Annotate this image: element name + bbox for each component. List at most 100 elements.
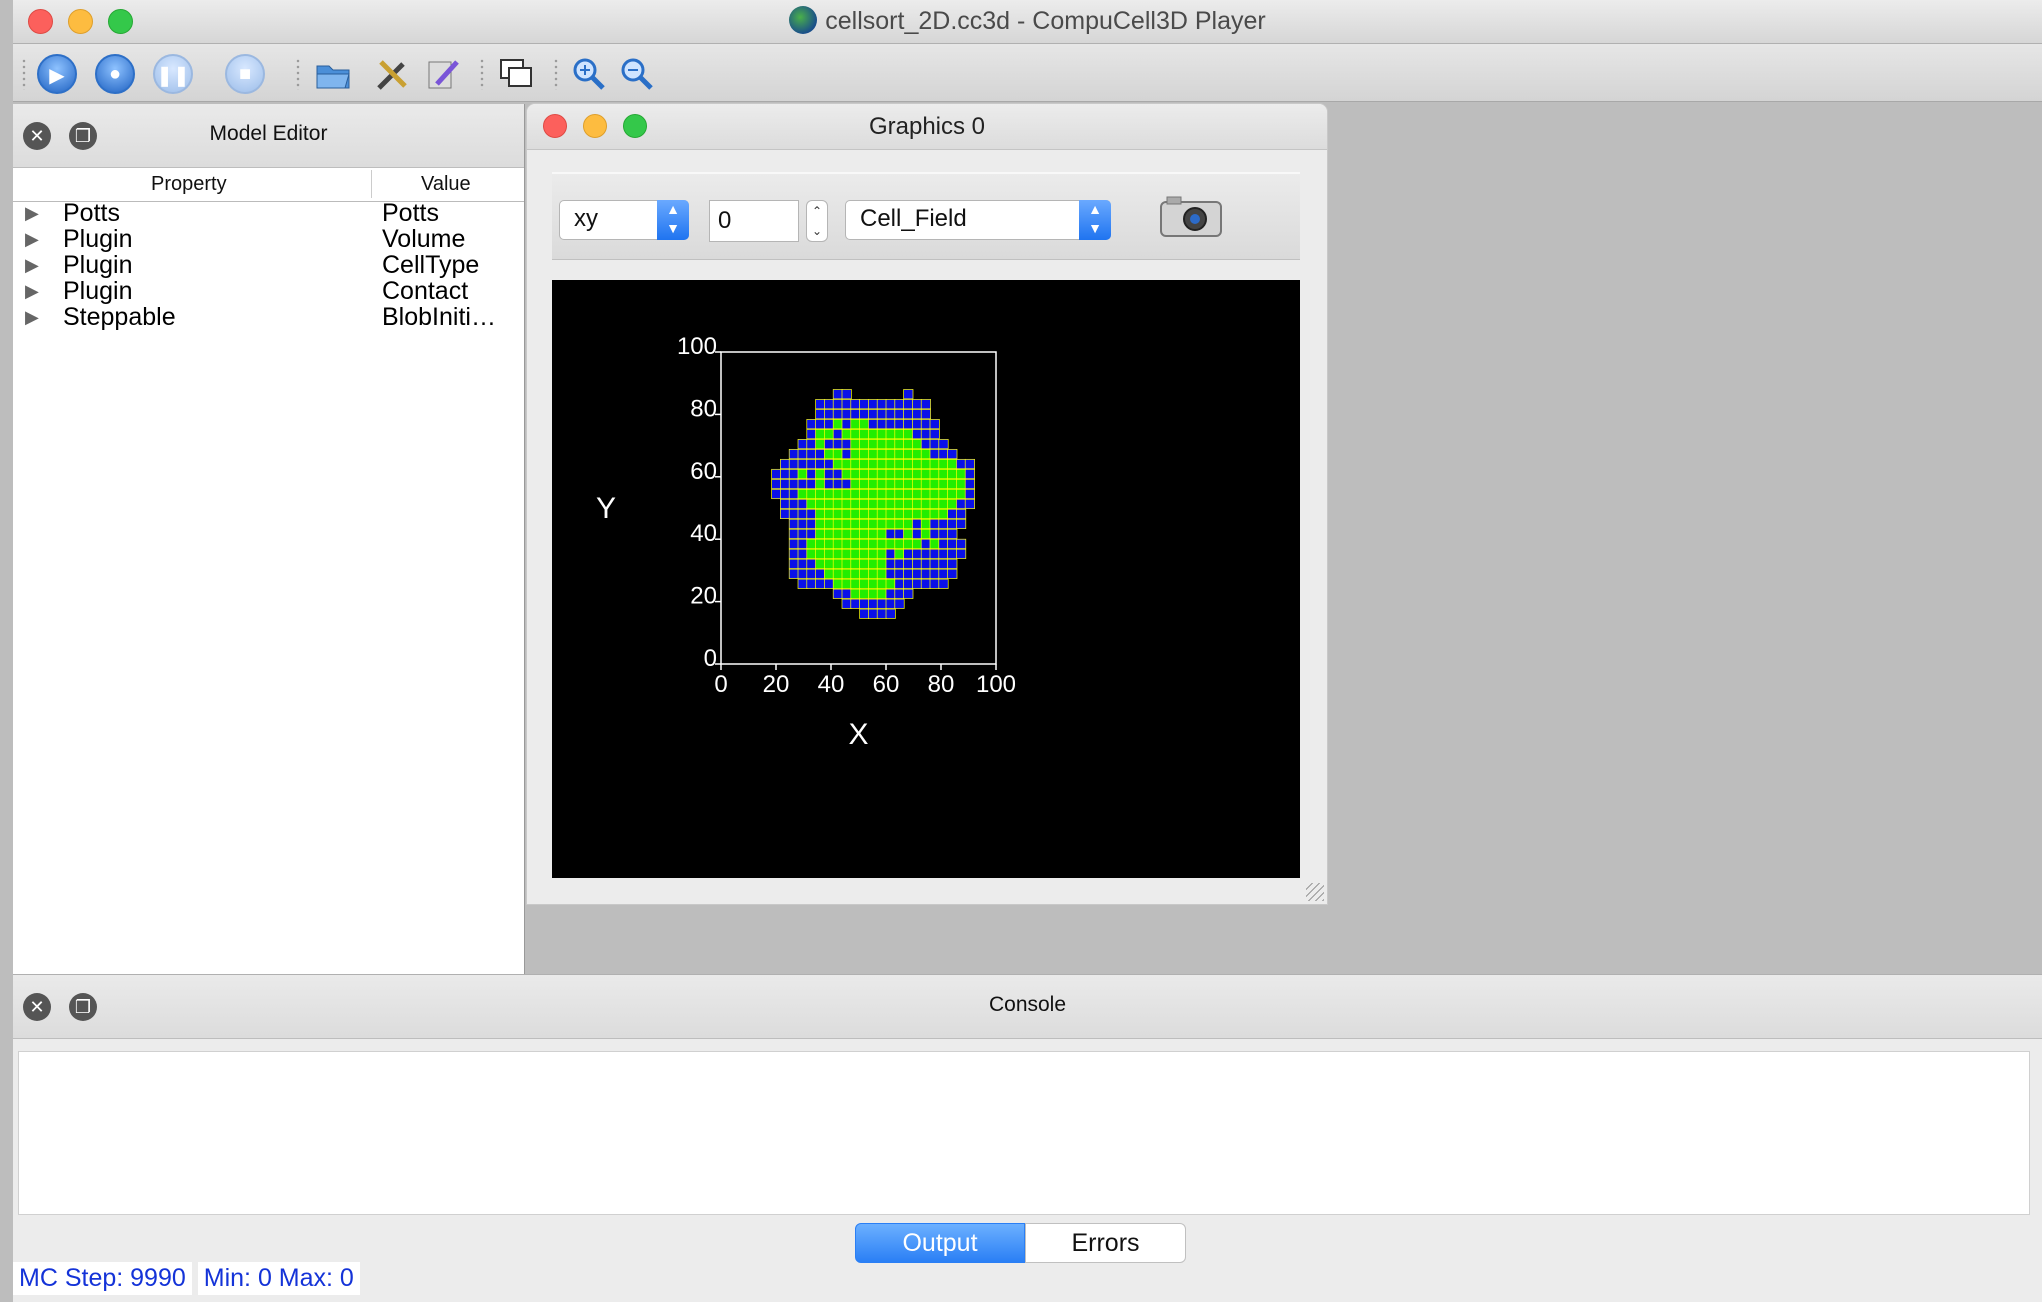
cell-pixel xyxy=(903,568,914,579)
cell-pixel xyxy=(788,558,799,569)
property-column-header[interactable]: Property xyxy=(151,173,227,195)
camera-icon xyxy=(1160,196,1222,237)
dock-close-icon[interactable]: ✕ xyxy=(23,122,51,150)
dock-float-icon[interactable]: ❐ xyxy=(69,993,97,1021)
cell-pixel xyxy=(956,518,967,529)
cell-pixel xyxy=(788,508,799,519)
mc-step-label: MC Step: 9990 xyxy=(13,1262,192,1295)
stop-button[interactable]: ■ xyxy=(225,54,265,94)
cell-pixel xyxy=(824,548,835,559)
cell-pixel xyxy=(903,409,914,420)
graphics-maximize-button[interactable] xyxy=(623,114,647,138)
resize-grip-icon[interactable] xyxy=(1306,883,1324,901)
tree-row-value: Potts xyxy=(382,199,439,227)
cell-pixel xyxy=(938,528,949,539)
cell-pixel xyxy=(912,429,923,440)
cell-pixel xyxy=(938,488,949,500)
pause-button[interactable]: ❚❚ xyxy=(153,54,193,94)
cell-pixel xyxy=(912,558,923,569)
console-title: Console xyxy=(988,993,1067,1016)
cell-pixel xyxy=(832,389,843,400)
y-tick-label: 100 xyxy=(677,333,717,360)
graphics-close-button[interactable] xyxy=(543,114,567,138)
cell-pixel xyxy=(859,419,870,430)
tree-row[interactable]: ▶ Plugin Contact xyxy=(13,277,524,306)
cell-pixel xyxy=(868,468,879,480)
cell-pixel xyxy=(912,478,923,490)
cell-pixel xyxy=(868,448,879,460)
run-icon: ▶ xyxy=(49,65,65,87)
step-button[interactable]: ● xyxy=(95,54,135,94)
tree-row[interactable]: ▶ Potts Potts xyxy=(13,199,524,228)
cell-field-plot[interactable]: 0 20 40 60 80 100 0 20 40 60 80 100 X Y xyxy=(552,280,1300,878)
cell-pixel xyxy=(850,478,861,490)
tree-row[interactable]: ▶ Steppable BlobIniti… xyxy=(13,303,524,332)
expand-arrow-icon[interactable]: ▶ xyxy=(25,229,39,249)
cell-pixel xyxy=(815,538,826,549)
tab-output[interactable]: Output xyxy=(855,1223,1025,1263)
dock-close-icon[interactable]: ✕ xyxy=(23,993,51,1021)
dock-float-icon[interactable]: ❐ xyxy=(69,122,97,150)
cell-pixel xyxy=(947,478,958,490)
cell-pixel xyxy=(841,468,852,480)
cell-pixel xyxy=(780,468,791,480)
window-title: cellsort_2D.cc3d - CompuCell3D Player xyxy=(13,6,2042,36)
slice-input[interactable]: 0 xyxy=(709,200,799,242)
cell-pixel xyxy=(876,429,887,440)
value-column-header[interactable]: Value xyxy=(421,173,471,195)
cell-pixel xyxy=(876,488,887,500)
cell-pixel xyxy=(938,498,949,510)
expand-arrow-icon[interactable]: ▶ xyxy=(25,203,39,223)
cell-pixel xyxy=(868,508,879,519)
console-output-area[interactable] xyxy=(18,1051,2030,1215)
cell-pixel xyxy=(885,448,896,460)
close-window-button[interactable] xyxy=(28,9,53,34)
tools-button[interactable] xyxy=(373,54,413,94)
open-button[interactable] xyxy=(313,54,353,94)
cell-pixel xyxy=(885,498,896,510)
cell-pixel xyxy=(885,588,896,599)
cell-pixel xyxy=(841,488,852,500)
edit-button[interactable] xyxy=(423,54,463,94)
cell-pixel xyxy=(806,538,817,549)
cell-pixel xyxy=(956,478,967,490)
minimize-window-button[interactable] xyxy=(68,9,93,34)
cell-pixel xyxy=(938,578,949,589)
cell-pixel xyxy=(859,528,870,539)
cell-pixel xyxy=(841,389,852,400)
model-editor-title: Model Editor xyxy=(209,122,328,145)
cell-pixel xyxy=(841,598,852,609)
screenshot-button[interactable] xyxy=(1159,194,1223,240)
run-button[interactable]: ▶ xyxy=(37,54,77,94)
expand-arrow-icon[interactable]: ▶ xyxy=(25,307,39,327)
tree-row[interactable]: ▶ Plugin CellType xyxy=(13,251,524,280)
slice-stepper[interactable]: ⌃ ⌄ xyxy=(806,200,828,242)
maximize-window-button[interactable] xyxy=(108,9,133,34)
cell-pixel xyxy=(903,488,914,500)
expand-arrow-icon[interactable]: ▶ xyxy=(25,281,39,301)
plot-svg: 0 20 40 60 80 100 0 20 40 60 80 100 X Y xyxy=(596,333,1016,751)
tab-errors[interactable]: Errors xyxy=(1025,1223,1186,1263)
cell-pixel xyxy=(920,409,931,420)
cell-pixel xyxy=(868,538,879,549)
plane-select[interactable]: xy ▲ ▼ xyxy=(559,200,689,240)
zoom-out-button[interactable] xyxy=(617,54,657,94)
graphics-minimize-button[interactable] xyxy=(583,114,607,138)
tree-row[interactable]: ▶ Plugin Volume xyxy=(13,225,524,254)
cell-pixel xyxy=(841,538,852,549)
edit-icon xyxy=(428,60,459,89)
field-select[interactable]: Cell_Field ▲ ▼ xyxy=(845,200,1111,240)
cell-pixel xyxy=(876,558,887,569)
tree-row-property: Potts xyxy=(63,199,120,227)
column-divider[interactable] xyxy=(371,170,372,198)
cell-pixel xyxy=(903,439,914,450)
cell-pixel xyxy=(894,448,905,460)
cell-pixel xyxy=(964,488,975,500)
zoom-in-button[interactable] xyxy=(569,54,609,94)
cell-pixel xyxy=(832,448,843,460)
expand-arrow-icon[interactable]: ▶ xyxy=(25,255,39,275)
cell-pixel xyxy=(885,578,896,589)
cell-pixel xyxy=(912,518,923,529)
new-window-button[interactable] xyxy=(495,54,535,94)
cell-pixel xyxy=(806,548,817,559)
